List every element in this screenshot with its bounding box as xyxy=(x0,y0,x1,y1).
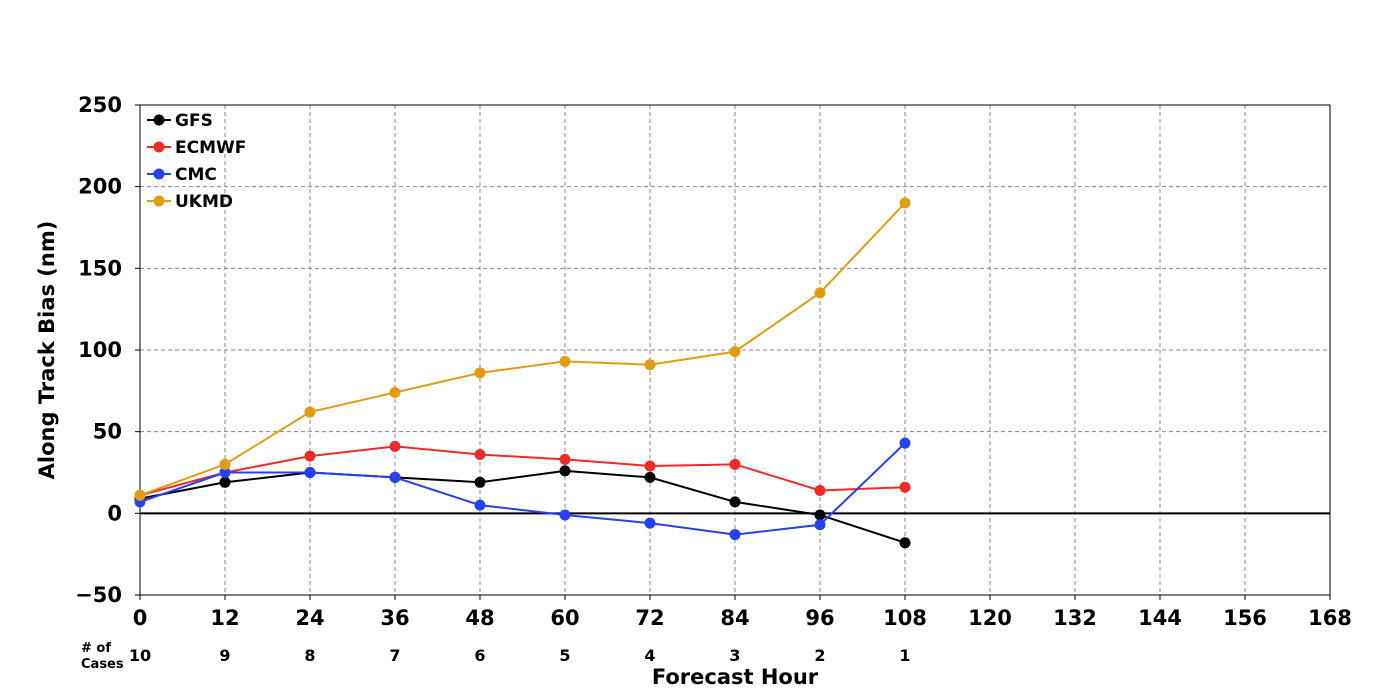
x-tick-label: 36 xyxy=(380,606,409,630)
data-point-cmc xyxy=(304,467,316,478)
x-tick-label: 96 xyxy=(805,606,834,630)
x-tick-label: 60 xyxy=(550,606,579,630)
y-tick-label: −50 xyxy=(75,583,122,607)
data-series xyxy=(134,197,911,549)
data-point-gfs xyxy=(219,476,231,488)
data-point-ecmwf xyxy=(389,440,401,452)
data-point-cmc xyxy=(729,529,741,541)
data-point-ukmd xyxy=(304,406,316,418)
case-count: 1 xyxy=(899,646,910,665)
legend-marker-ecmwf xyxy=(153,141,165,153)
data-point-ecmwf xyxy=(729,458,741,470)
x-tick-label: 48 xyxy=(465,606,494,630)
x-tick-label: 12 xyxy=(210,606,239,630)
y-tick-label: 100 xyxy=(78,338,122,362)
x-axis-label: Forecast Hour xyxy=(652,665,819,689)
case-count: 9 xyxy=(219,646,230,665)
x-tick-label: 84 xyxy=(720,606,749,630)
data-point-gfs xyxy=(559,465,571,477)
y-tick-label: 150 xyxy=(78,256,122,280)
axes: 0 12 24 36 48 60 72 84 96 108 120 132 144 156 168 −50 0 5… xyxy=(75,93,1352,630)
data-point-ukmd xyxy=(729,346,741,358)
legend-marker-gfs xyxy=(153,114,165,126)
case-count: 2 xyxy=(814,646,825,665)
data-point-cmc xyxy=(474,499,486,511)
data-point-ukmd xyxy=(644,359,656,371)
x-tick-label: 168 xyxy=(1308,606,1352,630)
x-tick-label: 72 xyxy=(635,606,664,630)
data-point-ukmd xyxy=(389,386,401,398)
y-tick-label: 250 xyxy=(78,93,122,117)
legend: GFS ECMWF CMC UKMD xyxy=(147,111,246,212)
case-count: 6 xyxy=(474,646,485,665)
legend-label-gfs: GFS xyxy=(175,111,213,131)
series-line-ecmwf xyxy=(139,445,906,497)
case-count: 4 xyxy=(644,646,655,665)
x-tick-label: 0 xyxy=(133,606,148,630)
data-point-cmc xyxy=(644,517,656,529)
data-point-ecmwf xyxy=(474,449,486,461)
data-point-ecmwf xyxy=(814,484,826,496)
series-line-cmc xyxy=(139,442,906,536)
legend-label-ecmwf: ECMWF xyxy=(175,138,246,158)
data-point-cmc xyxy=(219,467,231,478)
x-tick-label: 132 xyxy=(1053,606,1097,630)
series-line-gfs xyxy=(139,469,906,544)
x-tick-label: 156 xyxy=(1223,606,1267,630)
data-point-ukmd xyxy=(219,458,231,470)
case-count: 7 xyxy=(389,646,400,665)
legend-label-cmc: CMC xyxy=(175,165,217,185)
case-count: 10 xyxy=(129,646,151,665)
cases-header-line2: Cases xyxy=(81,657,124,672)
legend-marker-cmc xyxy=(153,168,165,180)
data-point-ecmwf xyxy=(644,460,656,472)
cases-row: # of Cases 10 9 8 7 6 5 4 3 2 1 xyxy=(81,641,911,672)
data-point-cmc xyxy=(814,519,826,531)
data-point-ecmwf xyxy=(304,450,316,462)
data-point-gfs xyxy=(899,537,911,549)
x-tick-label: 24 xyxy=(295,606,324,630)
y-axis-label: Along Track Bias (nm) xyxy=(35,221,59,480)
legend-label-ukmd: UKMD xyxy=(175,192,233,212)
x-tick-label: 144 xyxy=(1138,606,1182,630)
data-point-gfs xyxy=(729,496,741,508)
data-point-ukmd xyxy=(559,355,571,367)
cases-header-line1: # of xyxy=(81,641,111,656)
data-point-gfs xyxy=(814,509,826,521)
data-point-cmc xyxy=(559,509,571,521)
data-point-ukmd xyxy=(134,489,146,501)
data-point-cmc xyxy=(899,437,911,449)
data-point-ecmwf xyxy=(899,481,911,493)
case-count: 8 xyxy=(304,646,315,665)
data-point-gfs xyxy=(644,471,656,483)
data-point-ecmwf xyxy=(559,453,571,465)
axis-labels: Forecast Hour Along Track Bias (nm) xyxy=(35,221,819,689)
y-tick-label: 50 xyxy=(93,420,122,444)
y-tick-label: 200 xyxy=(78,175,122,199)
data-point-ukmd xyxy=(814,287,826,299)
x-tick-label: 108 xyxy=(883,606,927,630)
data-point-gfs xyxy=(474,476,486,488)
x-tick-label: 120 xyxy=(968,606,1012,630)
data-point-ukmd xyxy=(474,367,486,379)
legend-marker-ukmd xyxy=(153,195,165,207)
series-line-ukmd xyxy=(139,202,906,497)
data-point-ukmd xyxy=(899,197,911,209)
case-count: 3 xyxy=(729,646,740,665)
y-tick-label: 0 xyxy=(107,501,122,525)
data-point-cmc xyxy=(389,471,401,483)
case-count: 5 xyxy=(559,646,570,665)
